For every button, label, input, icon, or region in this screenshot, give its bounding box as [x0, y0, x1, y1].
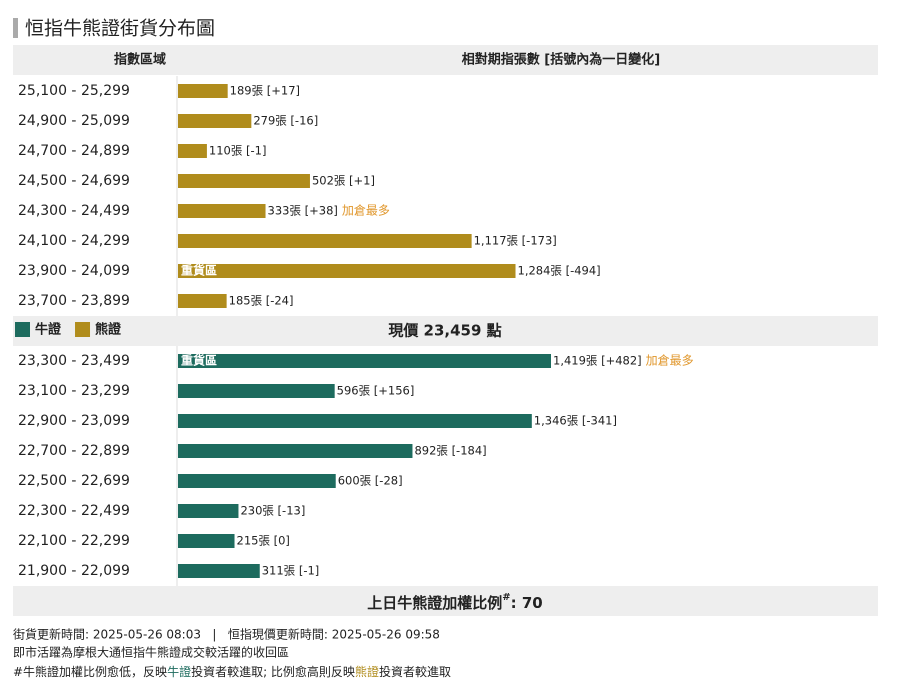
value-label: 1,117張 [-173]	[474, 234, 557, 248]
bar	[178, 444, 413, 458]
price-row	[13, 316, 878, 346]
value-label: 502張 [+1]	[312, 174, 375, 188]
bar	[178, 504, 239, 518]
legend-label: 牛證	[35, 322, 62, 338]
legend-swatch	[15, 322, 30, 337]
value-label: 230張 [-13]	[240, 504, 305, 518]
bar	[178, 354, 551, 368]
value-label: 596張 [+156]	[337, 384, 415, 398]
bar	[178, 414, 532, 428]
ratio: 上日牛熊證加權比例#: 70	[367, 592, 543, 612]
category: 25,100 - 25,299	[18, 83, 130, 99]
note-part: 熊證	[355, 664, 379, 679]
ratio-label: 上日牛熊證加權比例	[367, 594, 502, 612]
value-label: 215張 [0]	[237, 534, 290, 548]
price: 現價 23,459 點	[388, 322, 501, 340]
zone-label: 重貨區	[181, 353, 217, 368]
zone-label: 重貨區	[181, 263, 217, 278]
category: 21,900 - 22,099	[18, 563, 130, 579]
value-label: 1,346張 [-341]	[534, 414, 617, 428]
category: 22,700 - 22,899	[18, 443, 130, 459]
bar	[178, 114, 252, 128]
title-marker	[13, 18, 18, 38]
category: 23,900 - 24,099	[18, 263, 130, 279]
note-tag: 加倉最多	[342, 203, 390, 218]
bar	[178, 384, 335, 398]
header-row	[13, 45, 878, 75]
value-label: 1,419張 [+482]	[553, 354, 642, 368]
value-label: 185張 [-24]	[229, 294, 294, 308]
value-label: 892張 [-184]	[414, 444, 486, 458]
value-label: 311張 [-1]	[262, 564, 320, 578]
bar	[178, 534, 235, 548]
value-label: 1,284張 [-494]	[518, 264, 601, 278]
note-part: 投資者較進取	[379, 664, 451, 679]
legend-label: 熊證	[95, 322, 122, 338]
value-label: 110張 [-1]	[209, 144, 267, 158]
bar	[178, 84, 228, 98]
bar	[178, 204, 266, 218]
bar	[178, 264, 516, 278]
header: 指數區域	[114, 52, 166, 68]
note: #牛熊證加權比例愈低，反映牛證投資者較進取; 比例愈高則反映熊證投資者較進取	[13, 664, 451, 679]
category: 24,300 - 24,499	[18, 203, 130, 219]
note: 即市活躍為摩根大通恒指牛熊證成交較活躍的收回區	[13, 645, 289, 660]
note-part: 投資者較進取; 比例愈高則反映	[191, 664, 355, 679]
value-label: 279張 [-16]	[253, 114, 318, 128]
note-part: #牛熊證加權比例愈低，反映	[13, 664, 167, 679]
value-label: 189張 [+17]	[230, 84, 300, 98]
bar	[178, 174, 310, 188]
category: 24,900 - 25,099	[18, 113, 130, 129]
bar	[178, 144, 207, 158]
bar	[178, 564, 260, 578]
ratio-row	[13, 586, 878, 616]
header: 相對期指張數 [括號內為一日變化]	[462, 52, 660, 68]
note: 街貨更新時間: 2025-05-26 08:03 | 恒指現價更新時間: 202…	[13, 627, 440, 642]
legend-swatch	[75, 322, 91, 337]
value-label: 333張 [+38]	[268, 204, 338, 218]
bar	[178, 294, 227, 308]
ratio-value: : 70	[511, 594, 543, 612]
category: 22,100 - 22,299	[18, 533, 130, 549]
title: 恒指牛熊證街貨分布圖	[25, 18, 215, 40]
bar	[178, 474, 336, 488]
category: 24,500 - 24,699	[18, 173, 130, 189]
category: 22,300 - 22,499	[18, 503, 130, 519]
category: 24,100 - 24,299	[18, 233, 130, 249]
category: 22,500 - 22,699	[18, 473, 130, 489]
category: 23,100 - 23,299	[18, 383, 130, 399]
ratio-mark: #	[502, 592, 510, 603]
category: 24,700 - 24,899	[18, 143, 130, 159]
category: 22,900 - 23,099	[18, 413, 130, 429]
category: 23,300 - 23,499	[18, 353, 130, 369]
note-tag: 加倉最多	[646, 353, 694, 368]
note-part: 牛證	[167, 664, 191, 679]
bar	[178, 234, 472, 248]
category: 23,700 - 23,899	[18, 293, 130, 309]
value-label: 600張 [-28]	[338, 474, 403, 488]
